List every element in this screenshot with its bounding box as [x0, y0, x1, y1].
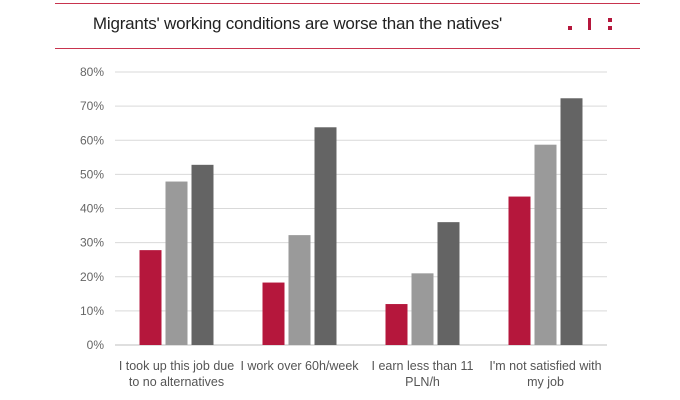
- y-tick-label: 60%: [80, 133, 104, 147]
- bar: [411, 273, 434, 345]
- y-tick-label: 50%: [80, 167, 104, 181]
- y-tick-label: 10%: [80, 304, 104, 318]
- bar: [191, 164, 214, 345]
- bar: [314, 127, 337, 345]
- bar: [560, 98, 583, 346]
- bar: [262, 282, 285, 345]
- x-category-label: I took up this job due to no alternatives: [119, 359, 234, 389]
- bar: [534, 144, 557, 345]
- bar: [385, 304, 408, 345]
- bar: [165, 181, 188, 345]
- chart-title: Migrants' working conditions are worse t…: [92, 14, 503, 33]
- bar: [288, 235, 311, 345]
- brand-logo-icon: [560, 18, 620, 38]
- header-bottom-rule: [55, 48, 640, 49]
- header-top-rule: [55, 3, 640, 4]
- y-tick-label: 80%: [80, 65, 104, 79]
- x-category-label: I work over 60h/week: [240, 359, 359, 373]
- y-tick-label: 0%: [87, 338, 105, 352]
- y-tick-label: 70%: [80, 99, 104, 113]
- y-tick-label: 40%: [80, 202, 104, 216]
- y-tick-label: 20%: [80, 270, 104, 284]
- bar: [139, 250, 162, 345]
- bar: [508, 196, 531, 345]
- y-tick-label: 30%: [80, 236, 104, 250]
- x-category-label: I'm not satisfied with my job: [489, 359, 601, 389]
- x-category-label: I earn less than 11 PLN/h: [372, 359, 474, 389]
- bar: [437, 222, 460, 345]
